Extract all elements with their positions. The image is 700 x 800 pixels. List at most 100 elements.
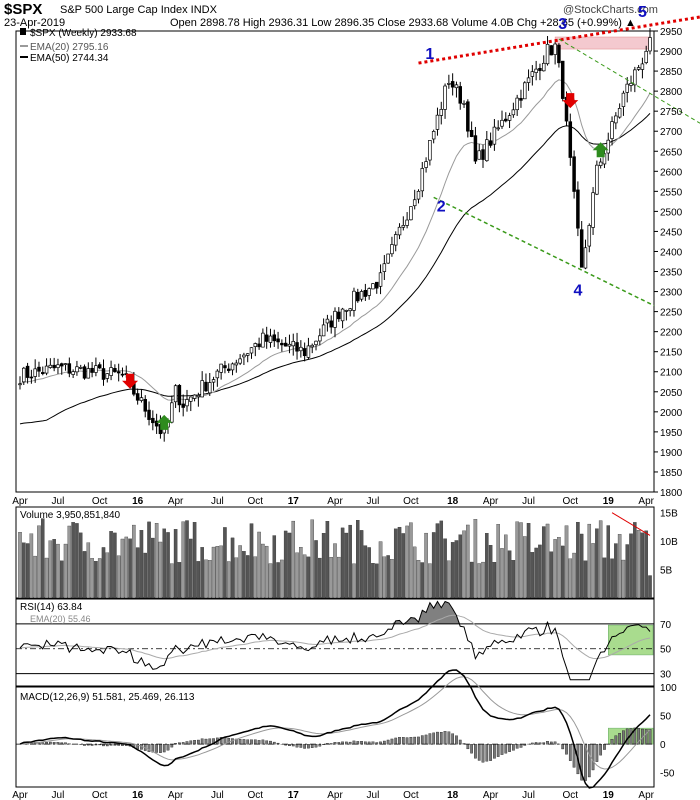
volume-bar (37, 525, 41, 599)
candle-body (606, 139, 611, 154)
x-tick-label-bottom: Oct (563, 790, 579, 800)
volume-bar (94, 561, 98, 599)
volume-bar (226, 561, 231, 599)
volume-bar (644, 530, 648, 599)
macd-histogram-bar (405, 737, 409, 745)
macd-histogram-bar (291, 743, 295, 747)
candle-body (192, 394, 197, 399)
candle-body (86, 368, 91, 379)
candle-body (147, 409, 151, 420)
volume-bar (496, 524, 500, 599)
x-tick-label-bottom: 19 (603, 790, 615, 800)
candle-body (428, 140, 432, 161)
volume-bar (568, 558, 573, 599)
macd-histogram-bar (637, 728, 640, 745)
candle-body (515, 97, 519, 111)
volume-bar (587, 523, 592, 599)
macd-histogram-bar (413, 736, 417, 745)
volume-bar (113, 532, 117, 599)
x-tick-label-top: 18 (447, 496, 459, 507)
price-tick-label: 2000 (660, 408, 683, 419)
macd-histogram-bar (481, 743, 485, 763)
macd-histogram-bar (595, 743, 599, 762)
price-tick-label: 2150 (660, 348, 683, 359)
macd-histogram-bar (394, 737, 398, 745)
price-tick-label: 1900 (660, 448, 683, 459)
candle-body (268, 335, 273, 343)
candle-body (374, 281, 379, 289)
volume-bar (41, 518, 45, 599)
macd-histogram-bar (386, 739, 390, 745)
candle-body (37, 366, 41, 372)
volume-bar (443, 538, 447, 599)
volume-bar (29, 533, 34, 599)
rsi-tick-label: 30 (660, 670, 672, 681)
candle-body (208, 382, 212, 394)
candle-body (48, 364, 53, 368)
price-tick-label: 2050 (660, 388, 683, 399)
x-tick-label-bottom: Jul (211, 790, 224, 800)
volume-bar (378, 541, 383, 599)
volume-bar (314, 540, 318, 599)
volume-bar (173, 529, 178, 599)
candle-body (170, 402, 174, 423)
candle-body (97, 364, 102, 369)
x-tick-label-top: Oct (92, 496, 108, 507)
candle-body (386, 253, 390, 264)
volume-bar (101, 547, 106, 599)
candle-body (340, 308, 345, 322)
macd-histogram-bar (250, 739, 253, 745)
candle-body (189, 396, 193, 402)
macd-histogram-bar (310, 743, 314, 748)
macd-histogram-bar (41, 742, 45, 745)
candle-body (325, 318, 330, 324)
macd-histogram-bar (424, 734, 428, 745)
candle-body (185, 399, 189, 407)
volume-bar (325, 521, 330, 599)
x-tick-label-bottom: Apr (327, 790, 343, 800)
candle-body (234, 362, 239, 366)
volume-bar (276, 562, 280, 599)
price-tick-label: 2850 (660, 67, 683, 78)
candle-body (359, 291, 364, 300)
candle-body (280, 342, 284, 346)
volume-bar (348, 524, 352, 599)
macd-histogram-bar (420, 735, 424, 745)
macd-histogram-bar (83, 743, 86, 746)
volume-bar (158, 541, 163, 599)
macd-histogram-bar (303, 743, 306, 749)
index-name: S&P 500 Large Cap Index INDX (60, 4, 217, 16)
price-tick-label: 2600 (660, 167, 683, 178)
volume-bar (583, 560, 588, 599)
candle-body (367, 288, 371, 296)
candle-body (526, 77, 531, 83)
volume-bar (56, 543, 60, 599)
x-tick-label-top: 16 (132, 496, 144, 507)
volume-bar (181, 521, 185, 599)
volume-bar (215, 546, 220, 599)
volume-bar (219, 545, 223, 599)
volume-bar (105, 552, 110, 599)
macd-histogram-bar (519, 743, 523, 748)
candle-body (230, 363, 235, 371)
x-tick-label-top: Apr (12, 496, 28, 507)
candle-body (549, 45, 554, 56)
price-panel (15, 30, 655, 493)
macd-histogram-bar (307, 743, 310, 749)
candle-body (454, 84, 459, 89)
candle-body (614, 115, 618, 124)
volume-bar (192, 522, 197, 599)
macd-histogram-bar (364, 741, 367, 745)
candle-body (63, 363, 68, 365)
quote-date: 23-Apr-2019 (4, 17, 66, 29)
volume-bar (367, 547, 371, 599)
macd-histogram-bar (443, 731, 447, 745)
candle-body (598, 161, 603, 166)
candle-body (154, 420, 159, 427)
macd-histogram-bar (56, 742, 60, 745)
candle-body (416, 190, 421, 200)
volume-bar (337, 556, 341, 599)
x-tick-label-bottom: Oct (403, 790, 419, 800)
macd-histogram-bar (227, 738, 231, 745)
volume-bar (473, 519, 478, 599)
